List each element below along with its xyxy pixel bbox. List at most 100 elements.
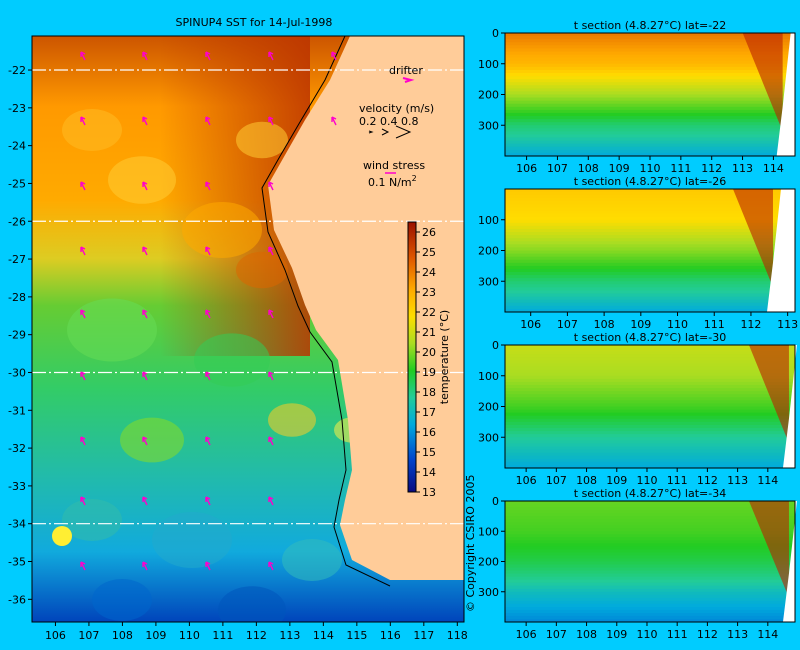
section-x-tick-label: 108 (578, 162, 599, 175)
section-temperature-band (505, 513, 795, 517)
velocity-legend-label: velocity (m/s) (359, 102, 434, 115)
section-temperature-band (505, 137, 795, 142)
section-x-tick-label: 109 (606, 628, 627, 641)
map-x-tick-label: 109 (145, 629, 166, 642)
velocity-arrow (142, 181, 148, 191)
section-temperature-band (505, 308, 795, 313)
section-x-tick-label: 114 (763, 162, 784, 175)
section-temperature-band (505, 228, 795, 233)
section-temperature-band (505, 612, 795, 617)
map-y-tick-label: -33 (8, 480, 26, 493)
velocity-arrow (80, 51, 86, 61)
map-y-tick-label: -24 (8, 140, 26, 153)
section-panel: t section (4.8.27°C) lat=-34 106 107 108 109… (478, 487, 797, 641)
colorbar-tick-label: 17 (422, 406, 436, 419)
section-x-tick-label: 111 (704, 318, 725, 331)
drifter-marker-icon (402, 77, 415, 83)
section-temperature-band (505, 452, 795, 457)
section-temperature-band (505, 582, 795, 587)
section-temperature-band (505, 434, 795, 438)
section-x-tick-label: 109 (630, 318, 651, 331)
map-x-tick-label: 113 (279, 629, 300, 642)
section-x-tick-label: 112 (697, 628, 718, 641)
eddy-blob (236, 121, 288, 159)
section-temperature-band (505, 588, 795, 593)
section-x-tick-label: 107 (547, 162, 568, 175)
section-y-tick-label: 0 (492, 495, 499, 508)
map-y-tick-label: -34 (8, 518, 26, 531)
section-temperature-band (505, 225, 795, 230)
section-temperature-band (505, 152, 795, 157)
section-title: t section (4.8.27°C) lat=-34 (574, 487, 726, 500)
section-temperature-band (505, 348, 795, 352)
section-x-tick-label: 107 (557, 318, 578, 331)
section-y-tick-label: 0 (492, 339, 499, 352)
section-x-tick-label: 107 (546, 628, 567, 641)
section-temperature-band (505, 552, 795, 556)
section-temperature-band (505, 204, 795, 208)
section-x-tick-label: 112 (740, 318, 761, 331)
map-y-tick-label: -26 (8, 215, 26, 228)
velocity-arrow (205, 371, 211, 381)
velocity-arrow (331, 116, 337, 126)
section-title: t section (4.8.27°C) lat=-30 (574, 331, 726, 344)
section-temperature-band (505, 570, 795, 575)
section-temperature-band (505, 409, 795, 414)
section-temperature-band (505, 615, 795, 620)
section-temperature-band (505, 88, 795, 92)
section-temperature-band (505, 603, 795, 608)
section-x-tick-label: 107 (546, 474, 567, 487)
section-temperature-band (505, 360, 795, 364)
section-x-tick-label: 110 (640, 162, 661, 175)
section-temperature-band (505, 305, 795, 310)
section-y-tick-label: 200 (478, 245, 499, 258)
map-x-tick-label: 110 (179, 629, 200, 642)
velocity-legend-values: 0.2 0.4 0.8 (359, 115, 418, 128)
section-temperature-band (505, 381, 795, 386)
section-temperature-band (505, 351, 795, 355)
section-panel: t section (4.8.27°C) lat=-30 106 107 108 109… (478, 331, 797, 487)
velocity-arrow (268, 246, 274, 256)
velocity-arrow (142, 436, 148, 446)
section-temperature-band (505, 140, 795, 145)
colorbar-tick-label: 24 (422, 266, 436, 279)
colorbar-tick-label: 18 (422, 386, 436, 399)
section-temperature-band (505, 287, 795, 291)
section-temperature-band (505, 272, 795, 276)
section-temperature-band (505, 516, 795, 520)
velocity-arrow (268, 181, 274, 191)
velocity-arrow (80, 116, 86, 126)
velocity-arrow (80, 181, 86, 191)
section-y-tick-label: 100 (478, 58, 499, 71)
section-temperature-band (505, 94, 795, 99)
velocity-arrow (268, 561, 274, 571)
velocity-arrow (80, 436, 86, 446)
section-temperature-band (505, 109, 795, 114)
section-temperature-band (505, 369, 795, 374)
section-temperature-band (505, 540, 795, 544)
section-x-tick-label: 113 (732, 162, 753, 175)
section-temperature-band (505, 36, 795, 40)
section-title: t section (4.8.27°C) lat=-22 (574, 19, 726, 32)
eddy-blob (152, 512, 232, 568)
section-y-tick-label: 300 (478, 431, 499, 444)
section-x-tick-label: 112 (697, 474, 718, 487)
velocity-arrow (80, 496, 86, 506)
section-temperature-band (505, 149, 795, 154)
colorbar-tick-label: 25 (422, 246, 436, 259)
section-temperature-band (505, 555, 795, 559)
section-x-tick-label: 113 (777, 318, 798, 331)
section-temperature-band (505, 265, 795, 270)
velocity-arrow (268, 51, 274, 61)
section-temperature-band (505, 600, 795, 605)
section-temperature-band (505, 268, 795, 273)
section-temperature-band (505, 262, 795, 267)
velocity-arrow (205, 436, 211, 446)
eddy-blob (92, 579, 152, 621)
section-temperature-band (505, 33, 795, 37)
section-temperature-band (505, 576, 795, 581)
section-temperature-band (505, 597, 795, 602)
section-temperature-band (505, 210, 795, 215)
map-title: SPINUP4 SST for 14-Jul-1998 (176, 16, 333, 29)
